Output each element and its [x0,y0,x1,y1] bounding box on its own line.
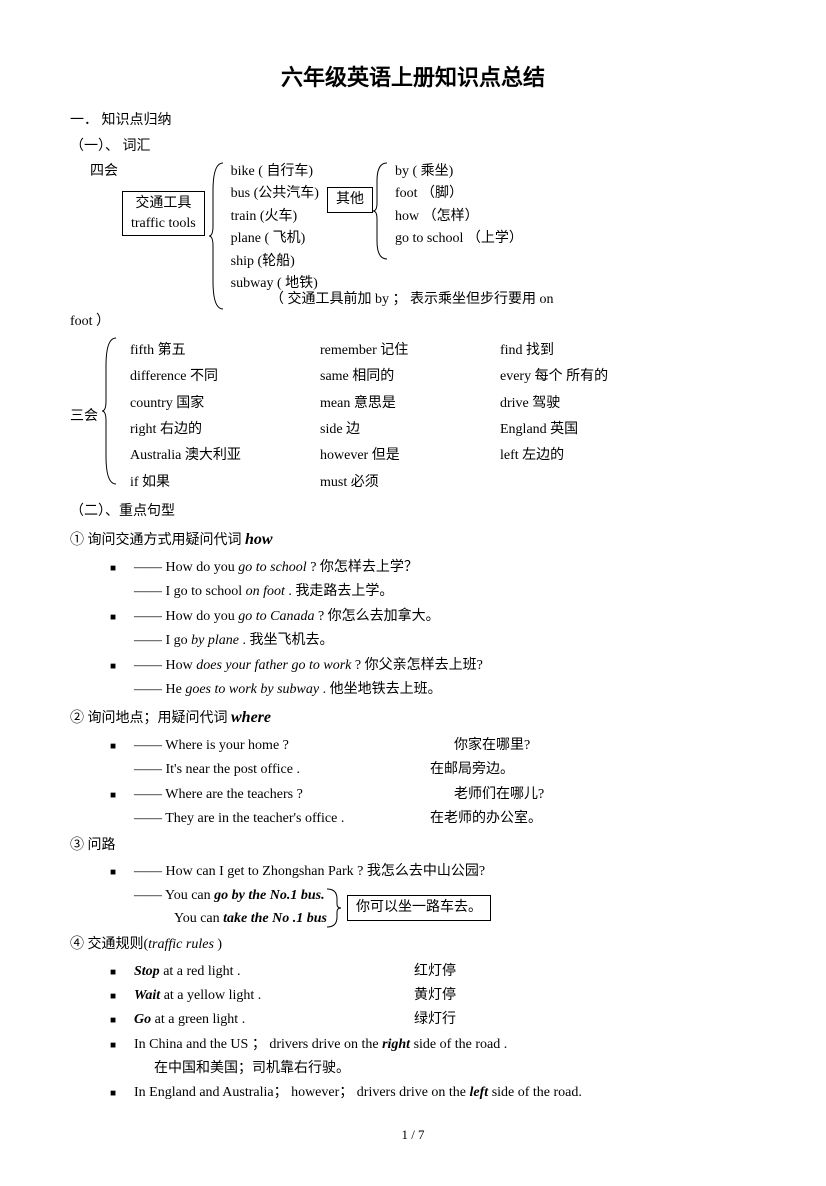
vocab-item: go to school （上学） [395,228,523,250]
label-sanhui: 三会 [70,336,102,498]
example-item: ■—— Where are the teachers ?老师们在哪儿? [110,784,756,806]
vocab-item: how （怎样） [395,206,523,228]
example-answer: —— He goes to work by subway . 他坐地铁去上班。 [134,679,756,701]
vocab-item: plane ( 飞机) [231,228,319,250]
example-item: ■—— How do you go to school ? 你怎样去上学？ [110,557,756,579]
vocab-row: fifth 第五remember 记住find 找到 [124,340,674,362]
vocab-item: ship (轮船) [231,251,319,273]
curly-brace-left-icon [102,336,116,486]
rule-item: ■Wait at a yellow light .黄灯停 [110,985,756,1007]
example-item: ■—— How do you go to Canada ? 你怎么去加拿大。 [110,606,756,628]
pt4-long1-cn: 在中国和美国；司机靠右行驶。 [134,1058,756,1080]
note-foot: foot ） [70,311,756,333]
heading-1: 一． 知识点归纳 [70,110,756,132]
example-answer: —— I go to school on foot . 我走路去上学。 [134,581,756,603]
pt3-box: 你可以坐一路车去。 [347,895,491,921]
traffic-vocab-list: bike ( 自行车)bus (公共汽车)train (火车)plane ( 飞… [223,161,327,295]
example-item: ■—— How does your father go to work ? 你父… [110,655,756,677]
curly-brace-left-icon [373,161,387,261]
heading-1-2: （二）、重点句型 [70,501,756,523]
vocab-row: difference 不同same 相同的every 每个 所有的 [124,366,674,388]
vocab-item: train (火车) [231,206,319,228]
box-other: 其他 [327,187,373,213]
pt4-label: ④ 交通规则(traffic rules ) [70,934,756,956]
vocab-item: foot （脚） [395,183,523,205]
rule-item: ■Go at a green light .绿灯行 [110,1009,756,1031]
other-vocab-list: by ( 乘坐)foot （脚）how （怎样）go to school （上学… [387,161,531,251]
example-item: ■—— Where is your home ?你家在哪里? [110,735,756,757]
pt4-long1: ■ In China and the US ； drivers drive on… [110,1034,756,1056]
example-answer: —— It's near the post office .在邮局旁边。 [134,759,756,781]
note-by: （ 交通工具前加 by ； 表示乘坐但步行要用 on [270,289,756,311]
curly-brace-right-icon [327,887,341,929]
pt1-label: ① 询问交通方式用疑问代词 how [70,527,756,553]
vocab-row: Australia 澳大利亚however 但是left 左边的 [124,445,674,467]
rule-item: ■Stop at a red light .红灯停 [110,961,756,983]
example-answer: —— I go by plane . 我坐飞机去。 [134,630,756,652]
curly-brace-left-icon [209,161,223,311]
vocab-row: country 国家mean 意思是drive 驾驶 [124,393,674,415]
box-traffic-tools: 交通工具 traffic tools [122,191,205,236]
example-answer: —— They are in the teacher's office .在老师… [134,808,756,830]
page-footer: 1 / 7 [70,1125,756,1146]
pt2-label: ② 询问地点；用疑问代词 where [70,705,756,731]
vocab-sanhui-block: 三会 fifth 第五remember 记住find 找到 difference … [70,336,756,498]
vocab-row: right 右边的side 边England 英国 [124,419,674,441]
pt3-answer: —— You can go by the No.1 bus. You can t… [134,885,756,930]
heading-1-1: （一）、 词汇 [70,136,756,158]
vocab-item: by ( 乘坐) [395,161,523,183]
vocab-row: if 如果must 必须 [124,472,674,494]
label-sihui: 四会 [70,161,118,183]
vocab-item: bus (公共汽车) [231,183,319,205]
pt3-question: ■—— How can I get to Zhongshan Park ? 我怎… [110,861,756,883]
pt3-label: ③ 问路 [70,835,756,857]
page-title: 六年级英语上册知识点总结 [70,60,756,95]
vocab-item: bike ( 自行车) [231,161,319,183]
pt4-long2: ■ In England and Australia； however； dri… [110,1082,756,1104]
